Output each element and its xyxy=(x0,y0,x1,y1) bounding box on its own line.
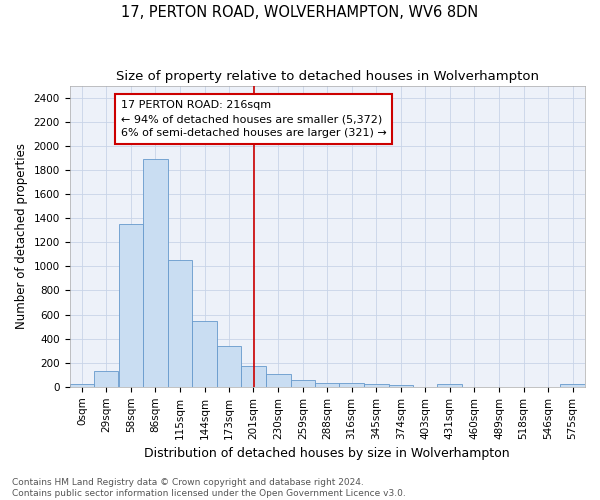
Bar xyxy=(217,346,241,387)
Bar xyxy=(339,383,364,387)
Bar xyxy=(389,384,413,387)
Bar xyxy=(119,224,143,387)
Text: Contains HM Land Registry data © Crown copyright and database right 2024.
Contai: Contains HM Land Registry data © Crown c… xyxy=(12,478,406,498)
Bar xyxy=(290,380,316,387)
Bar xyxy=(437,384,462,387)
Title: Size of property relative to detached houses in Wolverhampton: Size of property relative to detached ho… xyxy=(116,70,539,83)
X-axis label: Distribution of detached houses by size in Wolverhampton: Distribution of detached houses by size … xyxy=(145,447,510,460)
Bar xyxy=(70,384,94,387)
Bar xyxy=(364,384,389,387)
Bar xyxy=(266,374,290,387)
Bar xyxy=(241,366,266,387)
Bar xyxy=(316,382,339,387)
Bar xyxy=(167,260,193,387)
Bar xyxy=(193,320,217,387)
Text: 17, PERTON ROAD, WOLVERHAMPTON, WV6 8DN: 17, PERTON ROAD, WOLVERHAMPTON, WV6 8DN xyxy=(121,5,479,20)
Y-axis label: Number of detached properties: Number of detached properties xyxy=(15,143,28,329)
Text: 17 PERTON ROAD: 216sqm
← 94% of detached houses are smaller (5,372)
6% of semi-d: 17 PERTON ROAD: 216sqm ← 94% of detached… xyxy=(121,100,386,138)
Bar xyxy=(560,384,585,387)
Bar xyxy=(143,159,167,387)
Bar xyxy=(94,371,118,387)
